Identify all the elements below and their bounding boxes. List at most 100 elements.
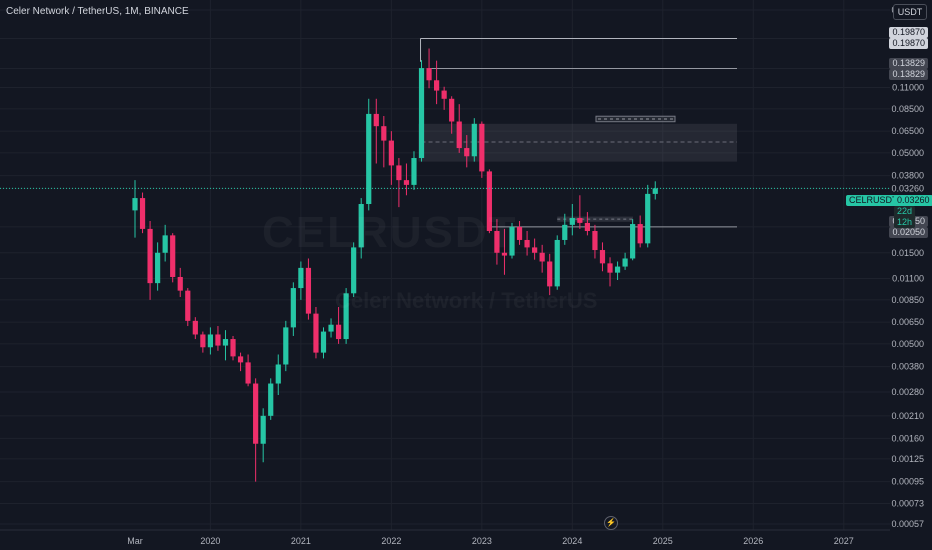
y-tick-label: 0.08500 xyxy=(891,104,924,114)
candle-body xyxy=(630,224,636,259)
candle-body xyxy=(147,228,153,284)
candle-body xyxy=(328,324,334,332)
x-tick-label: 2020 xyxy=(200,536,220,546)
candle-body xyxy=(516,226,523,240)
x-tick-label: 2022 xyxy=(381,536,401,546)
candle-body xyxy=(230,339,236,357)
candle-body xyxy=(275,364,281,384)
candle-body xyxy=(237,356,244,363)
candle-body xyxy=(434,80,440,91)
y-tick-label: 0.00095 xyxy=(891,477,924,487)
candle-body xyxy=(396,165,402,181)
candle-countdown: 22d 12h xyxy=(894,206,916,228)
candle-body xyxy=(577,218,583,223)
y-tick-label: 0.11000 xyxy=(892,82,924,92)
candle-body xyxy=(426,68,432,81)
candle-body xyxy=(532,247,538,253)
candle-body xyxy=(192,320,198,335)
candle-body xyxy=(268,383,274,416)
x-tick-label: 2025 xyxy=(653,536,673,546)
y-tick-label: 0.00125 xyxy=(891,454,924,464)
candle-body xyxy=(471,123,477,157)
candle-body xyxy=(298,267,304,289)
y-tick-label: 0.00380 xyxy=(891,362,924,372)
candle-body xyxy=(547,261,553,287)
x-tick-label: 2024 xyxy=(562,536,582,546)
candle-body xyxy=(637,224,643,244)
candle-body xyxy=(335,324,342,340)
candle-body xyxy=(222,339,229,346)
candle-body xyxy=(524,239,530,248)
candle-body xyxy=(177,276,183,291)
y-tick-label: 0.00210 xyxy=(891,411,924,421)
candle-body xyxy=(486,171,492,231)
candles-series xyxy=(132,48,658,482)
symbol-title[interactable]: Celer Network / TetherUS, 1M, BINANCE xyxy=(6,6,189,17)
candle-body xyxy=(479,123,485,172)
y-tick-label: 0.01500 xyxy=(891,248,924,258)
candle-body xyxy=(155,252,161,284)
y-tick-label: 0.00073 xyxy=(891,498,924,508)
lightning-icon[interactable]: ⚡ xyxy=(604,516,618,530)
candle-body xyxy=(539,252,545,262)
candle-body xyxy=(494,230,500,253)
y-tick-label: 0.01100 xyxy=(892,273,924,283)
highlight-zones xyxy=(418,115,737,222)
supply-zone xyxy=(418,123,737,162)
candle-body xyxy=(509,226,515,256)
candle-body xyxy=(185,290,191,321)
y-tick-label: 0.03800 xyxy=(891,171,924,181)
candle-body xyxy=(599,250,606,264)
candle-body xyxy=(584,222,590,231)
y-tick-label: 0.00650 xyxy=(891,317,924,327)
x-tick-label: 2021 xyxy=(291,536,311,546)
chart-grid xyxy=(0,0,890,531)
candle-body xyxy=(449,98,455,122)
candle-body xyxy=(456,121,462,149)
level-tag: 0.02050 xyxy=(889,226,928,238)
candle-body xyxy=(215,334,221,346)
y-axis[interactable]: 0.280000.198700.138290.110000.085000.065… xyxy=(891,5,924,529)
candle-body xyxy=(245,362,251,384)
candle-body xyxy=(607,263,613,273)
candle-body xyxy=(562,224,568,240)
candle-body xyxy=(569,218,575,225)
candle-body xyxy=(366,113,372,205)
y-tick-label: 0.00850 xyxy=(891,295,924,305)
candle-body xyxy=(132,198,138,211)
y-tick-label: 0.06500 xyxy=(891,126,924,136)
candle-body xyxy=(381,126,387,141)
last-price-value: 0.03260 xyxy=(894,195,932,206)
currency-unit-button[interactable]: USDT xyxy=(893,4,927,20)
level-tag: 0.19870 xyxy=(889,38,928,50)
candle-body xyxy=(139,198,146,229)
y-tick-label: 0.05000 xyxy=(891,148,924,158)
candle-body xyxy=(320,331,327,353)
candle-body xyxy=(652,188,658,194)
candle-body xyxy=(554,239,560,287)
last-price-symbol: CELRUSDT xyxy=(846,195,901,206)
y-tick-label: 0.00280 xyxy=(891,387,924,397)
level-tag: 0.13829 xyxy=(889,68,928,80)
x-tick-label: 2023 xyxy=(472,536,492,546)
candle-body xyxy=(343,293,349,340)
candle-body xyxy=(614,266,621,273)
candle-body xyxy=(373,113,379,127)
horizontal-levels xyxy=(420,37,737,228)
candle-body xyxy=(313,313,319,353)
candle-body xyxy=(403,180,410,185)
candle-body xyxy=(162,235,168,253)
candle-body xyxy=(464,148,470,157)
candle-body xyxy=(200,334,206,348)
y-tick-label: 0.00057 xyxy=(891,519,924,529)
candle-body xyxy=(418,68,425,159)
candle-body xyxy=(207,334,213,348)
candle-body xyxy=(358,204,364,248)
y-tick-label: 0.00500 xyxy=(891,339,924,349)
candle-body xyxy=(411,158,417,185)
candle-body xyxy=(501,252,508,256)
x-tick-label: 2027 xyxy=(834,536,854,546)
candle-body xyxy=(592,230,598,251)
x-axis[interactable]: Mar 2020 2021 2022 2023 2024 2025 2026 2027 xyxy=(127,536,854,546)
